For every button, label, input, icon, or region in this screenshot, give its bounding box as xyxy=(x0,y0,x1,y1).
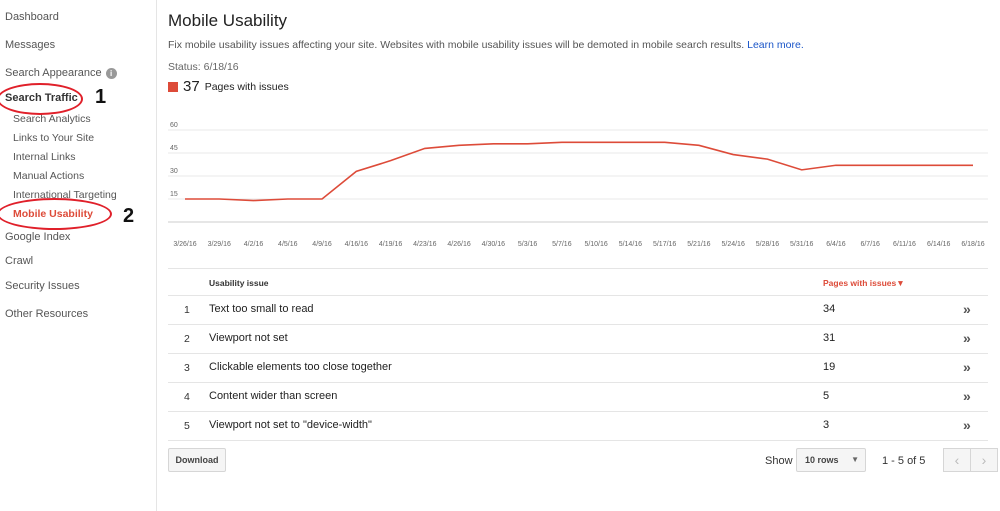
x-tick-label: 5/24/16 xyxy=(721,241,744,248)
rows-select-value: 10 rows xyxy=(805,455,839,465)
pages-count: 3 xyxy=(823,419,830,431)
sidebar-item-links-to-your-site[interactable]: Links to Your Site xyxy=(13,132,95,144)
column-header-usability-issue[interactable]: Usability issue xyxy=(209,278,269,288)
x-tick-label: 5/31/16 xyxy=(790,241,813,248)
table-row[interactable]: 3 Clickable elements too close together 19… xyxy=(168,354,988,383)
description-text: Fix mobile usability issues affecting yo… xyxy=(168,39,745,51)
pages-count: 5 xyxy=(823,390,830,402)
x-tick-label: 4/5/16 xyxy=(278,241,298,248)
sidebar-item-security-issues[interactable]: Security Issues xyxy=(5,280,80,292)
rows-per-page-select[interactable]: 10 rows ▼ xyxy=(796,448,866,472)
table-row[interactable]: 1 Text too small to read 34 » xyxy=(168,296,988,325)
x-tick-label: 5/21/16 xyxy=(687,241,710,248)
x-tick-label: 4/19/16 xyxy=(379,241,402,248)
page-title: Mobile Usability xyxy=(168,11,288,30)
x-tick-label: 4/9/16 xyxy=(312,241,332,248)
issue-name[interactable]: Content wider than screen xyxy=(209,390,338,402)
column-header-pages-with-issues[interactable]: Pages with issues▼ xyxy=(823,278,905,288)
row-number: 2 xyxy=(184,333,190,345)
row-details-icon[interactable]: » xyxy=(963,330,971,346)
sidebar-item-internal-links[interactable]: Internal Links xyxy=(13,151,76,163)
page-description: Fix mobile usability issues affecting yo… xyxy=(168,39,804,51)
issue-name[interactable]: Text too small to read xyxy=(209,303,314,315)
row-details-icon[interactable]: » xyxy=(963,388,971,404)
row-details-icon[interactable]: » xyxy=(963,417,971,433)
sidebar-item-search-appearance[interactable]: Search Appearance i xyxy=(5,67,117,79)
sidebar-item-other-resources[interactable]: Other Resources xyxy=(5,308,89,320)
y-tick-label: 15 xyxy=(170,191,178,198)
sidebar-item-dashboard[interactable]: Dashboard xyxy=(5,11,59,23)
legend-count: 37 xyxy=(183,78,200,95)
sidebar-item-manual-actions[interactable]: Manual Actions xyxy=(13,170,85,182)
row-details-icon[interactable]: » xyxy=(963,301,971,317)
y-tick-label: 45 xyxy=(170,145,178,152)
y-tick-label: 60 xyxy=(170,122,178,129)
annotation-number-2: 2 xyxy=(123,205,135,227)
x-tick-label: 4/30/16 xyxy=(482,241,505,248)
show-label: Show xyxy=(765,455,793,467)
issue-name[interactable]: Viewport not set to "device-width" xyxy=(209,419,372,431)
main-content: Mobile Usability Fix mobile usability is… xyxy=(158,0,1000,511)
row-details-icon[interactable]: » xyxy=(963,359,971,375)
table-header: Usability issue Pages with issues▼ xyxy=(168,268,988,296)
x-tick-label: 6/14/16 xyxy=(927,241,950,248)
x-tick-label: 4/23/16 xyxy=(413,241,436,248)
legend-label: Pages with issues xyxy=(204,80,289,93)
x-tick-label: 5/28/16 xyxy=(756,241,779,248)
table-row[interactable]: 2 Viewport not set 31 » xyxy=(168,325,988,354)
issue-name[interactable]: Clickable elements too close together xyxy=(209,361,392,373)
pages-count: 19 xyxy=(823,361,836,373)
issue-name[interactable]: Viewport not set xyxy=(209,332,288,344)
issues-table: Usability issue Pages with issues▼ 1 Text… xyxy=(168,268,988,441)
sidebar-item-crawl[interactable]: Crawl xyxy=(5,255,34,267)
annotation-number-1: 1 xyxy=(95,86,107,108)
sidebar-item-search-analytics[interactable]: Search Analytics xyxy=(13,113,91,125)
download-button[interactable]: Download xyxy=(168,448,226,472)
status-text: Status: 6/18/16 xyxy=(168,61,239,73)
chevron-down-icon: ▼ xyxy=(851,455,859,464)
y-tick-label: 30 xyxy=(170,168,178,175)
x-tick-label: 6/18/16 xyxy=(961,241,984,248)
next-page-button[interactable]: › xyxy=(970,448,998,472)
legend-swatch xyxy=(168,81,178,92)
x-tick-label: 6/4/16 xyxy=(826,241,846,248)
series-line-pages-with-issues xyxy=(185,141,973,202)
info-icon[interactable]: i xyxy=(105,68,117,79)
pages-count: 34 xyxy=(823,303,836,315)
table-body: 1 Text too small to read 34» 2 Viewport not … xyxy=(168,296,988,441)
annotation-ellipse-2 xyxy=(0,198,112,230)
x-tick-label: 5/3/16 xyxy=(518,241,538,248)
prev-page-button[interactable]: ‹ xyxy=(943,448,971,472)
x-tick-label: 3/26/16 xyxy=(173,241,196,248)
x-tick-label: 3/29/16 xyxy=(208,241,231,248)
pagination-range: 1 - 5 of 5 xyxy=(882,455,926,467)
x-tick-label: 4/16/16 xyxy=(345,241,368,248)
x-tick-label: 5/10/16 xyxy=(584,241,607,248)
x-tick-label: 5/14/16 xyxy=(619,241,642,248)
annotation-ellipse-1 xyxy=(0,83,83,115)
sidebar-item-label: Search Appearance xyxy=(5,67,102,79)
x-tick-label: 4/26/16 xyxy=(447,241,470,248)
x-tick-label: 6/11/16 xyxy=(893,241,916,248)
x-tick-label: 5/7/16 xyxy=(552,241,572,248)
x-tick-label: 6/7/16 xyxy=(860,241,880,248)
pages-count: 31 xyxy=(823,332,836,344)
table-row[interactable]: 5 Viewport not set to "device-width" 3 » xyxy=(168,412,988,441)
x-tick-label: 4/2/16 xyxy=(244,241,264,248)
row-number: 4 xyxy=(184,391,190,403)
row-number: 3 xyxy=(184,362,190,374)
issues-line-chart: 15 30 45 60 3/26/16 3/29/16 4/2/16 4/5/16 4/9/16… xyxy=(168,122,988,248)
chart-legend[interactable]: 37 Pages with issues xyxy=(168,78,289,95)
table-row[interactable]: 4 Content wider than screen 5 » xyxy=(168,383,988,412)
learn-more-link[interactable]: Learn more. xyxy=(747,39,804,51)
sidebar: Dashboard Messages Search Appearance i Se… xyxy=(0,0,157,511)
row-number: 5 xyxy=(184,420,190,432)
row-number: 1 xyxy=(184,304,190,316)
x-tick-label: 5/17/16 xyxy=(653,241,676,248)
sidebar-item-messages[interactable]: Messages xyxy=(5,39,56,51)
sidebar-item-google-index[interactable]: Google Index xyxy=(5,231,71,243)
